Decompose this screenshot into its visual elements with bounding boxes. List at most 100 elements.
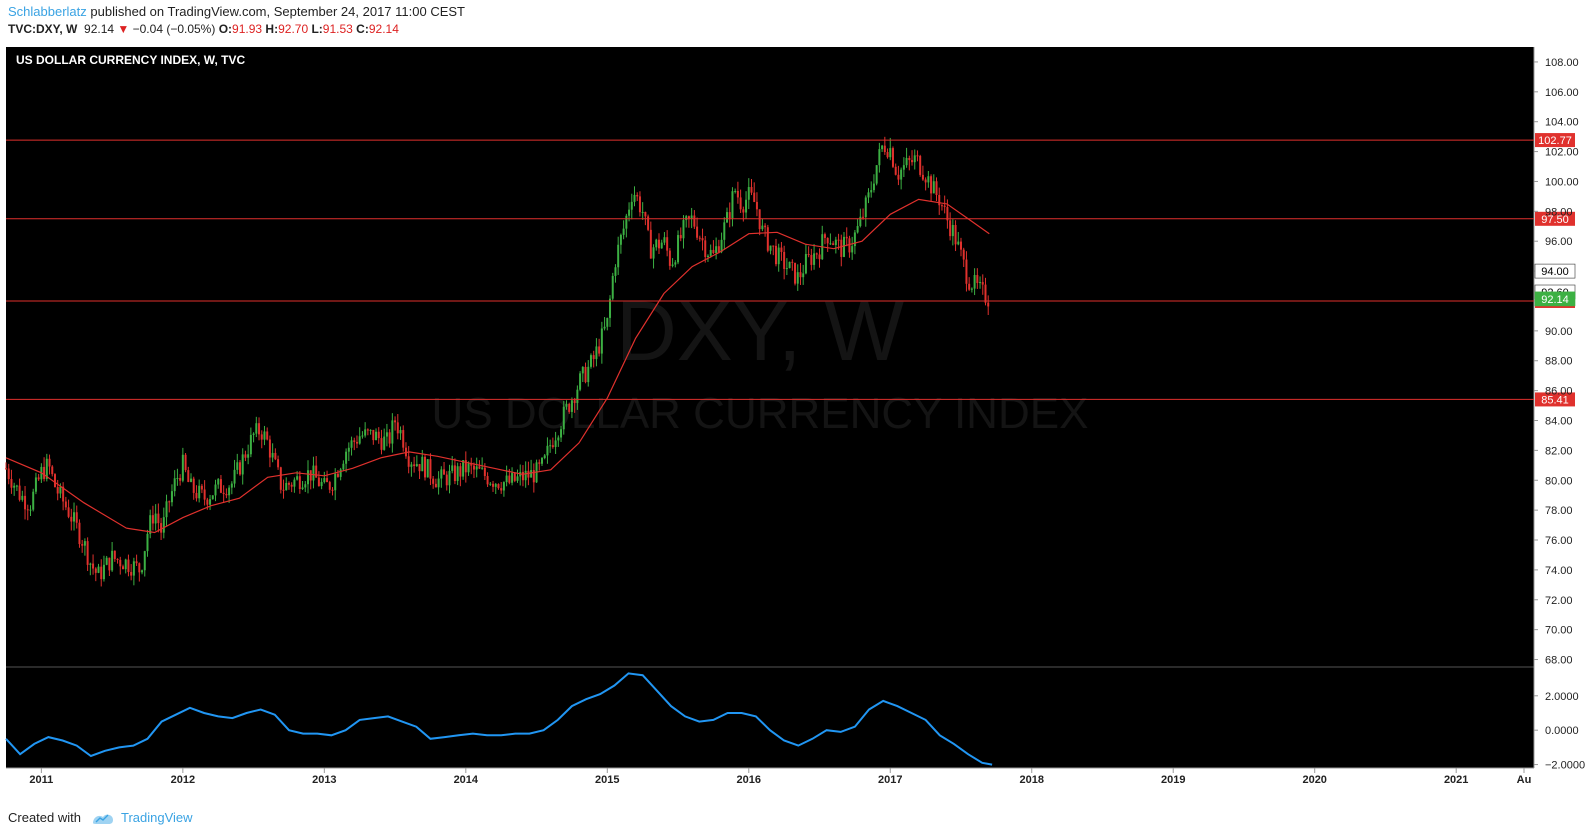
- candle-body-42: [119, 559, 122, 567]
- candle-body-196: [538, 462, 541, 464]
- candle-body-184: [505, 475, 508, 483]
- price-tick-88.00: 88.00: [1545, 356, 1573, 368]
- candle-body-45: [127, 559, 130, 572]
- candle-body-252: [690, 215, 693, 219]
- candle-body-209: [573, 400, 576, 404]
- candle-body-306: [837, 239, 840, 241]
- candle-body-130: [358, 436, 361, 444]
- candle-body-145: [399, 430, 402, 434]
- last-price: 92.14: [84, 22, 115, 36]
- candle-body-290: [794, 262, 797, 284]
- candle-body-64: [179, 478, 182, 481]
- candle-body-311: [851, 246, 854, 253]
- candle-body-328: [897, 174, 900, 180]
- candle-body-172: [472, 465, 475, 470]
- candle-body-169: [464, 460, 467, 473]
- candle-body-124: [342, 463, 345, 470]
- candle-body-122: [336, 473, 339, 477]
- price-axis[interactable]: [1534, 47, 1595, 787]
- close-label: C:: [356, 22, 369, 36]
- candle-body-78: [217, 479, 220, 485]
- candle-body-84: [233, 469, 236, 484]
- candle-body-258: [706, 255, 709, 257]
- price-label-bg-92.14: [1534, 291, 1576, 307]
- candle-body-185: [508, 475, 511, 483]
- candle-body-96: [266, 431, 269, 440]
- candle-body-335: [916, 155, 919, 157]
- tradingview-brand-link[interactable]: TradingView: [120, 810, 193, 825]
- candle-body-263: [720, 239, 723, 252]
- candle-body-76: [211, 495, 214, 500]
- candle-body-181: [497, 484, 500, 489]
- candle-body-102: [282, 489, 285, 491]
- candle-body-251: [687, 216, 690, 219]
- candle-body-119: [328, 482, 331, 490]
- candle-body-187: [513, 472, 516, 481]
- candle-body-224: [614, 267, 617, 276]
- candle-body-295: [807, 254, 810, 256]
- candle-body-35: [100, 566, 103, 580]
- candle-body-243: [666, 237, 669, 251]
- candle-body-61: [170, 491, 173, 503]
- candle-body-257: [704, 240, 707, 257]
- candle-body-2: [10, 478, 13, 488]
- osc-tick-1: 0.0000: [1545, 725, 1579, 737]
- candle-body-41: [116, 558, 119, 560]
- candle-body-157: [432, 478, 435, 484]
- candle-body-4: [15, 485, 18, 487]
- candle-body-88: [244, 454, 247, 458]
- candle-body-170: [467, 463, 470, 473]
- candle-body-46: [130, 571, 133, 576]
- candle-body-1: [7, 468, 10, 479]
- candle-body-332: [908, 157, 911, 161]
- chart-area[interactable]: DXY, W US DOLLAR CURRENCY INDEX US DOLLA…: [0, 42, 1595, 802]
- candle-body-228: [625, 215, 628, 229]
- candle-body-214: [587, 366, 590, 383]
- candle-body-151: [415, 464, 418, 467]
- hline-label-97.50: 97.50: [1541, 214, 1569, 226]
- candle-body-68: [190, 478, 193, 482]
- candle-body-20: [59, 486, 62, 494]
- candle-body-62: [173, 478, 176, 492]
- candle-body-179: [492, 483, 495, 487]
- candle-body-211: [579, 373, 582, 390]
- candle-body-148: [407, 456, 410, 467]
- candle-body-70: [195, 492, 198, 499]
- candle-body-6: [21, 495, 24, 500]
- author-link[interactable]: Schlabberlatz: [8, 4, 87, 19]
- candle-body-341: [932, 181, 935, 194]
- candle-body-3: [13, 485, 16, 488]
- time-tick-2018: 2018: [1019, 774, 1043, 786]
- price-tick-106.00: 106.00: [1545, 87, 1579, 99]
- candle-body-60: [168, 501, 171, 503]
- candle-body-125: [345, 451, 348, 464]
- time-tick-2012: 2012: [171, 774, 195, 786]
- candle-body-259: [709, 249, 712, 256]
- candle-body-283: [774, 245, 777, 265]
- candle-body-163: [448, 470, 451, 486]
- candle-body-129: [355, 441, 358, 444]
- price-tick-90.00: 90.00: [1545, 326, 1573, 338]
- candle-body-117: [323, 478, 326, 483]
- candle-body-98: [271, 452, 274, 458]
- candle-body-227: [622, 228, 625, 235]
- candle-body-180: [494, 484, 497, 487]
- ohlc-header: TVC:DXY, W 92.14 ▼ −0.04 (−0.05%) O:91.9…: [8, 22, 399, 36]
- candle-body-213: [584, 366, 587, 383]
- candle-body-342: [935, 181, 938, 195]
- candle-body-346: [946, 206, 949, 221]
- time-axis[interactable]: [6, 768, 1534, 802]
- candle-body-284: [777, 247, 780, 265]
- price-tick-86.00: 86.00: [1545, 386, 1573, 398]
- candle-body-207: [568, 403, 571, 412]
- candle-body-89: [247, 454, 250, 458]
- candle-body-137: [377, 431, 380, 439]
- chart-title: US DOLLAR CURRENCY INDEX, W, TVC: [16, 53, 245, 67]
- time-tick-2015: 2015: [595, 774, 619, 786]
- candle-body-294: [804, 254, 807, 274]
- candle-body-215: [589, 355, 592, 367]
- candle-body-264: [723, 222, 726, 240]
- candle-body-149: [410, 464, 413, 467]
- candle-body-361: [987, 302, 990, 307]
- candle-body-317: [867, 192, 870, 198]
